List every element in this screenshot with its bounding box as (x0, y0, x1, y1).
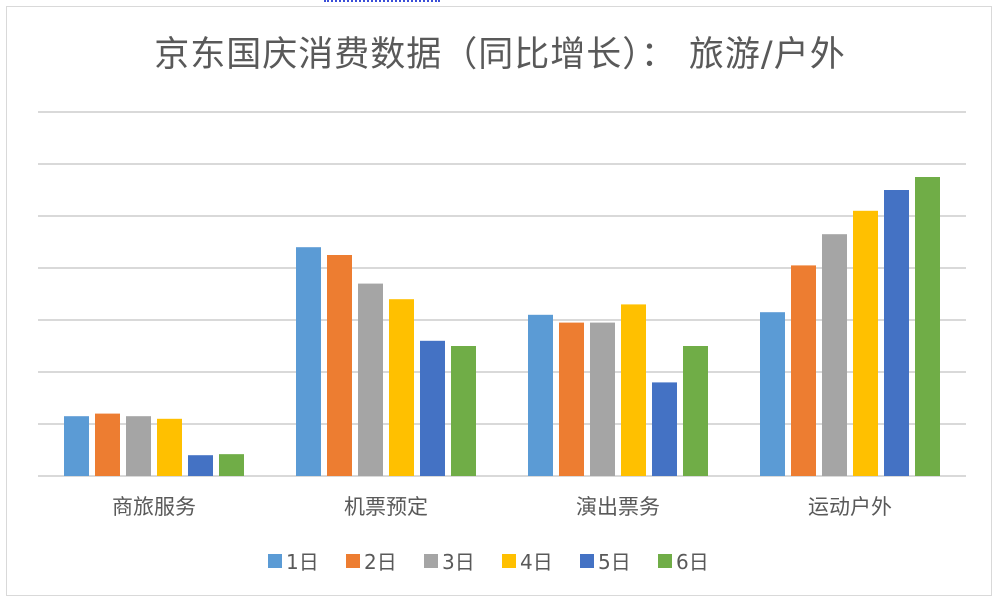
x-tick-label: 运动户外 (808, 495, 892, 519)
legend-label: 5日 (598, 550, 631, 574)
x-tick-label: 演出票务 (576, 495, 660, 519)
bar (915, 177, 940, 476)
legend-label: 4日 (520, 550, 553, 574)
bar (296, 247, 321, 476)
selection-accent (324, 0, 440, 4)
legend-swatch (268, 554, 282, 568)
bar (528, 314, 553, 476)
bar (822, 234, 847, 476)
bar (219, 454, 244, 476)
bar (389, 299, 414, 476)
bar (95, 413, 120, 476)
bar (126, 416, 151, 476)
bar (327, 255, 352, 476)
bar (683, 346, 708, 476)
bar (451, 346, 476, 476)
bar (884, 190, 909, 476)
x-tick-label: 机票预定 (344, 495, 428, 519)
legend-swatch (346, 554, 360, 568)
x-tick-label: 商旅服务 (112, 495, 196, 519)
legend-swatch (658, 554, 672, 568)
bar (559, 322, 584, 476)
legend: 1日 2日 3日 4日 5日 6日 (268, 550, 709, 574)
chart-title: 京东国庆消费数据（同比增长）： 旅游/户外 (154, 35, 846, 75)
bar (621, 304, 646, 476)
bar (157, 418, 182, 476)
legend-label: 2日 (364, 550, 397, 574)
bar (652, 382, 677, 476)
legend-swatch (424, 554, 438, 568)
x-axis-labels: 商旅服务 机票预定 演出票务 运动户外 (112, 495, 892, 519)
legend-swatch (502, 554, 516, 568)
legend-label: 6日 (676, 550, 709, 574)
bar (188, 455, 213, 476)
legend-swatch (580, 554, 594, 568)
legend-label: 3日 (442, 550, 475, 574)
bar (791, 265, 816, 476)
bar (420, 340, 445, 476)
bar (760, 312, 785, 476)
bar (590, 322, 615, 476)
bar (64, 416, 89, 476)
legend-label: 1日 (286, 550, 319, 574)
bar (853, 210, 878, 477)
bar (358, 283, 383, 476)
bars (64, 177, 940, 477)
